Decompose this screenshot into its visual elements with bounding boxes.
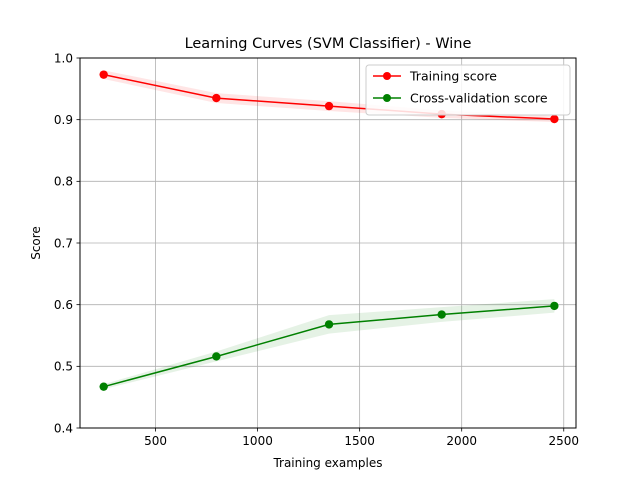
x-tick-label: 1500 [344,434,375,448]
x-tick-label: 500 [144,434,167,448]
y-axis-title: Score [29,226,43,260]
legend-label-training: Training score [409,69,497,84]
y-axis-ticks: 0.4 0.5 0.6 0.7 0.8 0.9 1.0 [54,51,80,435]
x-axis-title: Training examples [272,456,382,470]
y-tick-label: 0.8 [54,175,73,189]
grid [80,57,576,429]
point-training-score [212,93,221,103]
legend-label-cross-validation: Cross-validation score [410,91,548,106]
y-tick-label: 0.5 [54,360,73,374]
point-training-score [99,70,108,79]
point-cross-validation-score [437,310,446,319]
legend-marker-training [383,72,391,80]
point-training-score [324,101,334,111]
legend: Training score Cross-validation score [365,64,571,116]
point-cross-validation-score [212,352,221,361]
point-cross-validation-score [550,301,559,311]
y-tick-label: 0.6 [54,298,73,312]
x-tick-label: 2000 [446,434,477,448]
y-tick-label: 0.7 [54,236,73,250]
y-tick-label: 0.9 [54,113,73,127]
x-tick-label: 2500 [548,434,579,448]
y-tick-label: 1.0 [54,51,73,65]
legend-marker-cross-validation [383,94,391,102]
x-axis-ticks: 500 1000 1500 2000 2500 [144,428,579,448]
legend-box [365,64,571,116]
band-cross-validation-score [103,299,555,390]
point-cross-validation-score [99,382,108,391]
chart-title: Learning Curves (SVM Classifier) - Wine [185,36,472,52]
x-tick-label: 1000 [242,434,273,448]
point-training-score [550,114,559,124]
point-cross-validation-score [324,320,334,329]
series-markers [99,70,559,391]
y-tick-label: 0.4 [54,421,73,435]
